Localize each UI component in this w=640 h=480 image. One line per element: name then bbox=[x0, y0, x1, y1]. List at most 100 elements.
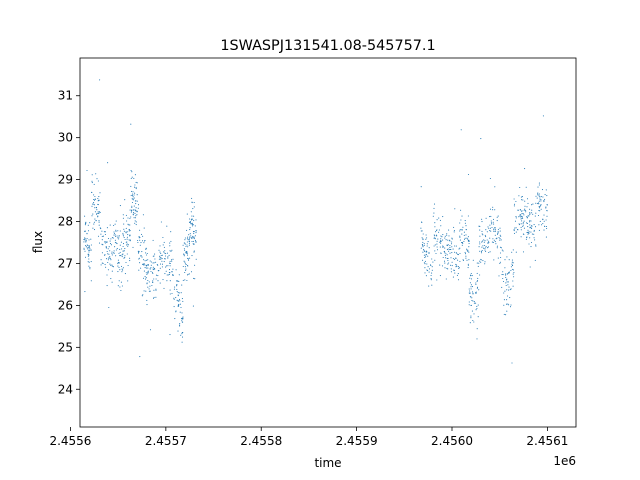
data-point bbox=[101, 262, 103, 264]
data-point bbox=[520, 236, 522, 238]
data-point bbox=[511, 251, 513, 253]
data-point bbox=[98, 199, 100, 201]
data-point bbox=[521, 199, 523, 201]
data-point bbox=[435, 231, 437, 233]
data-point bbox=[484, 240, 486, 242]
data-point bbox=[520, 226, 522, 228]
data-point bbox=[135, 186, 137, 188]
data-point bbox=[498, 236, 500, 239]
data-point bbox=[152, 280, 154, 282]
data-point bbox=[114, 239, 116, 241]
data-point bbox=[133, 217, 135, 219]
data-point bbox=[161, 258, 163, 260]
data-point bbox=[472, 259, 474, 261]
data-point bbox=[426, 269, 428, 271]
data-point bbox=[505, 274, 507, 276]
data-point bbox=[454, 272, 456, 274]
data-point bbox=[522, 222, 525, 224]
data-point bbox=[122, 250, 124, 252]
data-point bbox=[153, 262, 155, 264]
data-point bbox=[515, 227, 517, 229]
data-point bbox=[493, 228, 495, 230]
data-point bbox=[536, 197, 538, 199]
data-point bbox=[131, 194, 133, 197]
data-point bbox=[164, 258, 166, 260]
data-point bbox=[428, 252, 430, 255]
data-point bbox=[84, 222, 87, 224]
data-point bbox=[425, 254, 427, 256]
data-point bbox=[113, 232, 115, 234]
data-point bbox=[423, 244, 425, 246]
data-point bbox=[472, 319, 474, 322]
data-point bbox=[101, 230, 103, 232]
data-point bbox=[144, 260, 146, 262]
data-point bbox=[149, 285, 151, 287]
data-point bbox=[451, 246, 453, 248]
data-point bbox=[187, 257, 189, 259]
data-point bbox=[119, 205, 121, 207]
data-point bbox=[531, 224, 533, 227]
data-point bbox=[515, 217, 517, 219]
data-point bbox=[476, 272, 478, 274]
data-point bbox=[128, 228, 130, 231]
data-point bbox=[520, 229, 522, 231]
data-point bbox=[431, 266, 433, 268]
data-point bbox=[87, 255, 89, 257]
data-point bbox=[537, 203, 539, 205]
data-point bbox=[160, 257, 162, 259]
data-point bbox=[458, 248, 460, 250]
data-point bbox=[169, 280, 171, 282]
data-point bbox=[97, 211, 99, 213]
data-point bbox=[464, 251, 466, 253]
data-point bbox=[434, 250, 436, 252]
data-point bbox=[502, 271, 504, 273]
data-point bbox=[445, 239, 447, 241]
data-point bbox=[506, 299, 508, 301]
data-point bbox=[129, 224, 131, 226]
data-point bbox=[420, 247, 422, 249]
data-point bbox=[92, 227, 94, 229]
data-point bbox=[145, 254, 148, 256]
data-point bbox=[485, 217, 487, 219]
data-point bbox=[137, 204, 140, 206]
data-point bbox=[143, 259, 145, 261]
data-point bbox=[143, 242, 145, 244]
data-point bbox=[185, 263, 187, 266]
data-point bbox=[166, 274, 168, 276]
data-point bbox=[188, 273, 190, 275]
data-point bbox=[155, 278, 157, 280]
data-point bbox=[115, 220, 117, 222]
data-point bbox=[444, 267, 446, 269]
data-point bbox=[92, 213, 94, 215]
data-point bbox=[106, 227, 108, 229]
data-point bbox=[476, 280, 479, 282]
data-point bbox=[163, 287, 165, 289]
data-point bbox=[135, 224, 137, 226]
data-point bbox=[422, 241, 424, 243]
data-point bbox=[471, 291, 474, 293]
data-point bbox=[141, 240, 144, 242]
data-point bbox=[161, 260, 163, 262]
data-point bbox=[499, 238, 501, 240]
data-point bbox=[455, 266, 457, 268]
data-point bbox=[99, 211, 101, 213]
data-point bbox=[440, 225, 442, 227]
data-point bbox=[466, 248, 468, 250]
data-point bbox=[88, 265, 90, 267]
data-point bbox=[111, 254, 113, 256]
data-point bbox=[165, 266, 167, 268]
data-point bbox=[510, 266, 512, 268]
data-point bbox=[122, 217, 124, 219]
data-point bbox=[506, 281, 508, 283]
data-point bbox=[133, 212, 135, 214]
data-point bbox=[544, 198, 546, 200]
data-point bbox=[538, 200, 540, 202]
data-point bbox=[430, 274, 432, 277]
data-point bbox=[99, 192, 101, 194]
data-point bbox=[84, 256, 87, 258]
data-point bbox=[540, 199, 542, 201]
data-point bbox=[167, 265, 169, 267]
data-point bbox=[541, 224, 543, 226]
data-point bbox=[148, 281, 150, 283]
data-point bbox=[120, 265, 123, 267]
